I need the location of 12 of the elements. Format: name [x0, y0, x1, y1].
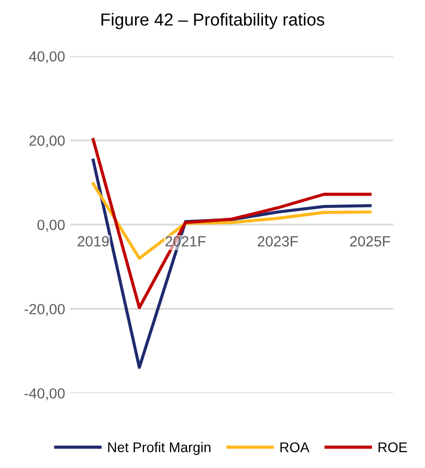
- y-tick-label: 0,00: [37, 220, 65, 232]
- legend-label: ROA: [280, 442, 310, 452]
- legend-label: ROE: [378, 442, 407, 452]
- y-tick-label: 20,00: [30, 136, 65, 148]
- x-tick-label: 2023F: [258, 236, 298, 246]
- x-tick-label: 2025F: [350, 236, 390, 246]
- x-tick-label: 2019: [78, 236, 109, 246]
- y-tick-label: -40,00: [24, 388, 65, 400]
- chart-title: Figure 42 – Profitability ratios: [102, 12, 324, 30]
- y-tick-label: -20,00: [24, 304, 65, 316]
- y-tick-label: 40,00: [29, 51, 65, 64]
- legend-label: Net Profit Margin: [108, 442, 210, 455]
